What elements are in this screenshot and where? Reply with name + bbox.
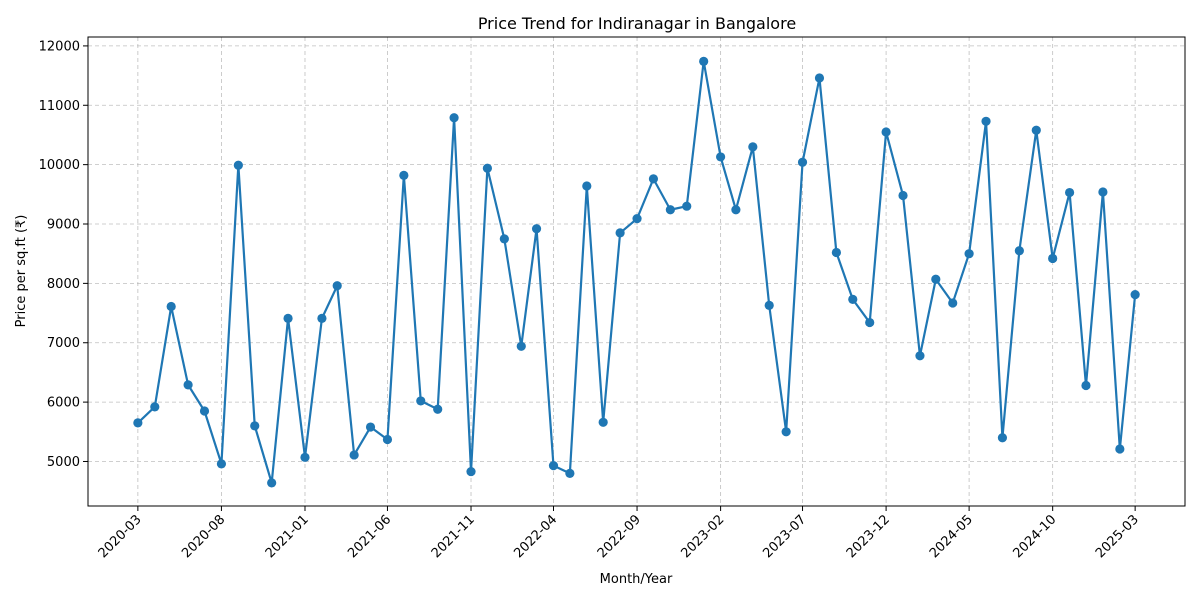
y-tick-label: 7000 bbox=[47, 336, 80, 351]
data-point bbox=[531, 224, 542, 234]
y-tick-label: 6000 bbox=[47, 396, 80, 411]
data-point bbox=[781, 427, 791, 437]
data-point bbox=[349, 450, 359, 460]
x-tick-label: 2024-05 bbox=[927, 512, 976, 561]
x-tick-label: 2022-09 bbox=[595, 512, 644, 561]
plot-frame bbox=[87, 36, 1186, 507]
x-tick-label: 2023-07 bbox=[760, 512, 809, 561]
data-point bbox=[433, 404, 443, 414]
data-point bbox=[250, 421, 260, 431]
data-point bbox=[317, 313, 327, 323]
data-point bbox=[332, 281, 342, 291]
data-point bbox=[699, 56, 709, 66]
data-point bbox=[598, 417, 608, 427]
data-point bbox=[1031, 125, 1041, 135]
data-point bbox=[764, 300, 774, 310]
data-point bbox=[748, 142, 758, 152]
x-tick-label: 2024-10 bbox=[1010, 512, 1059, 561]
y-axis: 5000 6000 7000 8000 9000 10000 11000 12000 bbox=[39, 39, 88, 470]
data-point bbox=[183, 380, 193, 390]
data-point bbox=[1081, 380, 1091, 391]
data-point bbox=[499, 234, 509, 244]
data-point bbox=[981, 116, 991, 126]
x-tick-label: 2020-03 bbox=[96, 512, 145, 561]
data-point bbox=[831, 247, 841, 258]
y-axis-label: Price per sq.ft (₹) bbox=[14, 215, 29, 328]
data-point bbox=[365, 422, 376, 432]
y-tick-label: 9000 bbox=[47, 218, 80, 233]
data-point bbox=[1064, 187, 1075, 198]
data-point bbox=[267, 478, 277, 488]
data-point bbox=[898, 190, 908, 201]
data-point bbox=[997, 433, 1008, 443]
data-point bbox=[516, 341, 526, 351]
x-tick-label: 2022-04 bbox=[511, 512, 560, 561]
x-tick-label: 2021-11 bbox=[429, 512, 478, 561]
x-axis-label: Month/Year bbox=[600, 572, 673, 587]
data-point bbox=[133, 418, 143, 428]
data-point bbox=[399, 170, 409, 180]
data-point bbox=[416, 396, 426, 406]
data-point bbox=[931, 274, 941, 284]
data-point bbox=[948, 298, 958, 308]
data-point bbox=[199, 406, 210, 416]
data-point bbox=[1048, 253, 1058, 264]
series-price bbox=[133, 56, 1140, 488]
chart-title: Price Trend for Indiranagar in Bangalore bbox=[478, 14, 796, 33]
data-point bbox=[482, 163, 493, 173]
data-point bbox=[1098, 187, 1108, 197]
x-tick-label: 2021-01 bbox=[263, 512, 312, 561]
y-tick-label: 8000 bbox=[47, 277, 80, 292]
data-point bbox=[615, 228, 625, 238]
x-tick-label: 2023-12 bbox=[844, 512, 893, 561]
data-point bbox=[300, 452, 310, 462]
x-tick-label: 2020-08 bbox=[179, 512, 228, 561]
data-point bbox=[449, 113, 459, 123]
x-axis: 2020-03 2020-08 2021-01 2021-06 2021-11 2022-… bbox=[96, 506, 1142, 561]
y-tick-label: 12000 bbox=[39, 39, 80, 54]
data-point bbox=[865, 317, 875, 328]
data-point bbox=[166, 301, 176, 312]
data-point bbox=[548, 461, 559, 471]
data-point bbox=[648, 174, 659, 184]
data-point bbox=[682, 201, 692, 211]
data-point bbox=[665, 205, 675, 215]
y-tick-label: 10000 bbox=[39, 158, 80, 173]
data-point bbox=[565, 468, 575, 478]
grid bbox=[88, 37, 1185, 506]
data-point bbox=[466, 466, 476, 477]
data-point bbox=[814, 73, 825, 83]
x-tick-label: 2021-06 bbox=[345, 512, 394, 561]
data-point bbox=[283, 313, 293, 323]
data-point bbox=[1115, 444, 1125, 454]
y-tick-label: 11000 bbox=[39, 99, 80, 114]
data-point bbox=[731, 205, 741, 215]
data-point bbox=[632, 214, 642, 224]
x-tick-label: 2023-02 bbox=[678, 512, 727, 561]
x-tick-label: 2025-03 bbox=[1093, 512, 1142, 561]
data-point bbox=[382, 434, 393, 445]
data-point bbox=[716, 152, 726, 162]
y-tick-label: 5000 bbox=[47, 455, 80, 470]
data-point bbox=[915, 351, 925, 361]
data-point bbox=[964, 249, 974, 259]
data-point bbox=[1014, 246, 1024, 256]
data-point bbox=[216, 459, 227, 469]
data-point bbox=[150, 402, 160, 412]
data-point bbox=[848, 294, 858, 305]
data-point bbox=[582, 181, 592, 191]
data-point bbox=[797, 157, 808, 167]
data-point bbox=[1130, 290, 1140, 300]
data-point bbox=[233, 160, 243, 170]
data-point bbox=[881, 127, 891, 137]
